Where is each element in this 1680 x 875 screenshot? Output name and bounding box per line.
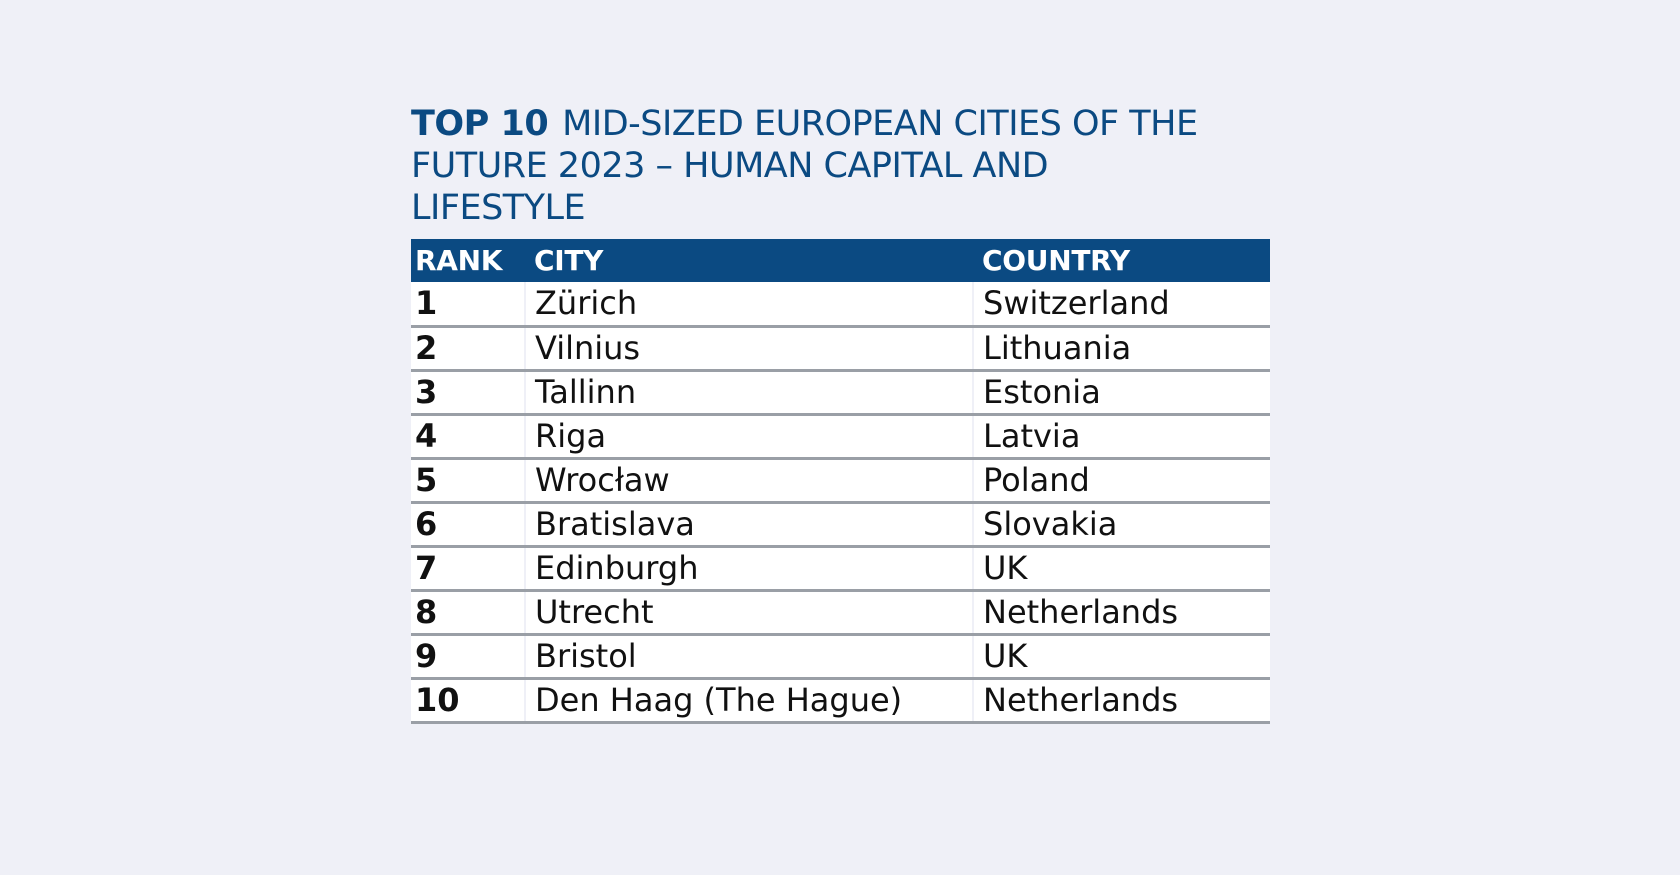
title-lead: TOP 10 — [411, 104, 549, 144]
country-cell: Poland — [973, 458, 1270, 504]
country-cell: UK — [973, 634, 1270, 680]
rank-cell: 9 — [411, 634, 526, 680]
rank-cell: 8 — [411, 590, 526, 636]
city-cell: Utrecht — [525, 590, 974, 636]
table-row: 7 Edinburgh UK — [411, 546, 1270, 592]
city-cell: Edinburgh — [525, 546, 974, 592]
rank-cell: 7 — [411, 546, 526, 592]
country-cell: Lithuania — [973, 326, 1270, 372]
city-cell: Vilnius — [525, 326, 974, 372]
table-row: 5 Wrocław Poland — [411, 458, 1270, 504]
table-header: RANK CITY COUNTRY — [411, 239, 1270, 282]
rank-cell: 5 — [411, 458, 526, 504]
table-row: 10 Den Haag (The Hague) Netherlands — [411, 678, 1270, 724]
table-title: TOP 10 MID-SIZED EUROPEAN CITIES OF THE F… — [411, 103, 1270, 229]
rankings-table: RANK CITY COUNTRY 1 Zürich Switzerland 2 Vil… — [411, 239, 1270, 724]
city-cell: Bratislava — [525, 502, 974, 548]
ranking-figure: TOP 10 MID-SIZED EUROPEAN CITIES OF THE F… — [411, 103, 1270, 724]
header-city: CITY — [525, 239, 973, 282]
country-cell: Latvia — [973, 414, 1270, 460]
rank-cell: 3 — [411, 370, 526, 416]
city-cell: Wrocław — [525, 458, 974, 504]
table-row: 1 Zürich Switzerland — [411, 282, 1270, 328]
table-row: 8 Utrecht Netherlands — [411, 590, 1270, 636]
title-line-2: FUTURE 2023 – HUMAN CAPITAL AND — [411, 146, 1049, 186]
table-row: 6 Bratislava Slovakia — [411, 502, 1270, 548]
rank-cell: 10 — [411, 678, 526, 724]
city-cell: Riga — [525, 414, 974, 460]
header-rank: RANK — [411, 239, 525, 282]
title-text-1: MID-SIZED EUROPEAN CITIES OF THE — [562, 104, 1198, 144]
header-row: RANK CITY COUNTRY — [411, 239, 1270, 282]
rank-cell: 6 — [411, 502, 526, 548]
rank-cell: 4 — [411, 414, 526, 460]
table-row: 9 Bristol UK — [411, 634, 1270, 680]
table-row: 4 Riga Latvia — [411, 414, 1270, 460]
country-cell: Slovakia — [973, 502, 1270, 548]
rank-cell: 2 — [411, 326, 526, 372]
header-country: COUNTRY — [973, 239, 1270, 282]
rank-cell: 1 — [411, 282, 526, 328]
country-cell: Netherlands — [973, 590, 1270, 636]
city-cell: Den Haag (The Hague) — [525, 678, 974, 724]
title-line-1: TOP 10 MID-SIZED EUROPEAN CITIES OF THE — [411, 103, 1270, 145]
country-cell: Netherlands — [973, 678, 1270, 724]
country-cell: UK — [973, 546, 1270, 592]
title-line-3: LIFESTYLE — [411, 188, 586, 228]
city-cell: Bristol — [525, 634, 974, 680]
country-cell: Estonia — [973, 370, 1270, 416]
table-body: 1 Zürich Switzerland 2 Vilnius Lithuania 3 Tall… — [411, 282, 1270, 724]
city-cell: Zürich — [525, 282, 974, 328]
city-cell: Tallinn — [525, 370, 974, 416]
table-row: 3 Tallinn Estonia — [411, 370, 1270, 416]
country-cell: Switzerland — [973, 282, 1270, 328]
table-row: 2 Vilnius Lithuania — [411, 326, 1270, 372]
